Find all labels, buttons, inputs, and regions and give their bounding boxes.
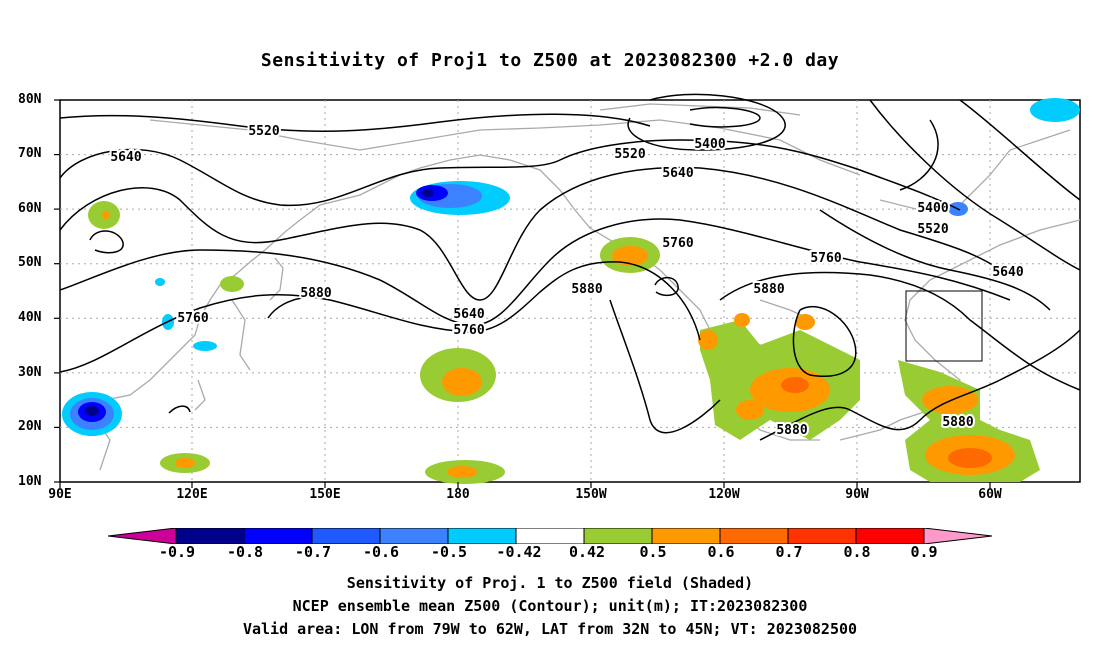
colorbar-swatch	[651, 528, 721, 544]
lat-label: 60N	[18, 201, 42, 216]
colorbar-label: 0.42	[568, 543, 606, 561]
negative-blob-small2	[155, 278, 165, 286]
contour-label: 5640	[110, 150, 141, 165]
colorbar-label: -0.6	[362, 543, 400, 561]
colorbar-swatch	[175, 528, 245, 544]
colorbar-end-low	[108, 528, 177, 544]
contour-label: 5400	[694, 137, 725, 152]
colorbar-label: 0.8	[843, 543, 871, 561]
contour-label: 5640	[453, 307, 484, 322]
contour-label: 5640	[662, 166, 693, 181]
negative-blob-small1	[193, 341, 217, 351]
axis-ticks	[54, 99, 991, 488]
positive-blob-gulf-alaska	[600, 237, 660, 273]
contour-label: 5760	[453, 323, 484, 338]
lat-label: 50N	[18, 255, 42, 270]
colorbar-swatch	[719, 528, 789, 544]
caption-line-2: NCEP ensemble mean Z500 (Contour); unit(…	[292, 597, 808, 615]
colorbar	[108, 528, 993, 544]
lat-label: 70N	[18, 146, 42, 161]
lon-label: 180	[446, 487, 470, 502]
positive-blob-south	[425, 460, 505, 484]
caption-line-1: Sensitivity of Proj. 1 to Z500 field (Sh…	[346, 574, 754, 592]
positive-blob-caribbean	[898, 360, 1040, 482]
negative-blob-eurasia	[62, 392, 122, 436]
positive-blob-japan	[220, 276, 244, 292]
lon-label: 90W	[845, 487, 869, 502]
colorbar-swatch	[447, 528, 517, 544]
coastlines	[95, 103, 1081, 471]
colorbar-label: 0.9	[910, 543, 938, 561]
colorbar-label: -0.8	[226, 543, 264, 561]
lon-label: 150E	[309, 487, 341, 502]
positive-blob-philippines	[160, 453, 210, 473]
contour-label: 5640	[992, 265, 1023, 280]
colorbar-label: 0.6	[707, 543, 735, 561]
positive-blob-west-pacific	[88, 201, 120, 229]
positive-blob-mexico	[698, 313, 860, 440]
colorbar-label: -0.42	[496, 543, 542, 561]
colorbar-swatch	[583, 528, 653, 544]
lon-label: 60W	[978, 487, 1002, 502]
lon-label: 120W	[708, 487, 740, 502]
colorbar-end-high	[923, 528, 993, 544]
lat-label: 10N	[18, 474, 42, 489]
colorbar-label: -0.5	[430, 543, 468, 561]
lat-label: 40N	[18, 310, 42, 325]
contour-label: 5880	[571, 282, 602, 297]
lon-label: 120E	[176, 487, 208, 502]
lat-label: 80N	[18, 92, 42, 107]
lat-label: 20N	[18, 419, 42, 434]
shaded-sensitivity	[62, 98, 1080, 484]
lon-label: 150W	[575, 487, 607, 502]
colorbar-label: -0.9	[158, 543, 196, 561]
colorbar-swatches	[108, 528, 993, 544]
colorbar-label: 0.7	[775, 543, 803, 561]
negative-blob-arctic	[1030, 98, 1080, 122]
contour-label: 5400	[917, 201, 948, 216]
contour-label: 5760	[810, 251, 841, 266]
z500-contours	[59, 93, 1081, 441]
colorbar-swatch	[855, 528, 925, 544]
caption-line-3: Valid area: LON from 79W to 62W, LAT fro…	[242, 620, 858, 638]
lon-label: 90E	[48, 487, 72, 502]
colorbar-swatch	[311, 528, 381, 544]
lat-label: 30N	[18, 365, 42, 380]
contour-label: 5520	[248, 124, 279, 139]
contour-label: 5880	[300, 286, 331, 301]
contour-label: 5760	[662, 236, 693, 251]
contour-label: 5880	[753, 282, 784, 297]
map-title: Sensitivity of Proj1 to Z500 at 20230823…	[260, 50, 840, 71]
colorbar-label: -0.7	[294, 543, 332, 561]
colorbar-swatch	[515, 528, 585, 544]
colorbar-swatch	[379, 528, 449, 544]
colorbar-swatch	[787, 528, 857, 544]
colorbar-label: 0.5	[639, 543, 667, 561]
contour-label: 5760	[177, 311, 208, 326]
contour-label: 5520	[614, 147, 645, 162]
positive-blob-central-pacific	[420, 348, 496, 402]
grid-lines	[60, 100, 1080, 482]
valid-area-box	[905, 290, 983, 362]
contour-label: 5520	[917, 222, 948, 237]
contour-label: 5880	[776, 423, 807, 438]
colorbar-swatch	[243, 528, 313, 544]
contour-label: 5880	[942, 415, 973, 430]
negative-blob-bering	[410, 181, 510, 215]
